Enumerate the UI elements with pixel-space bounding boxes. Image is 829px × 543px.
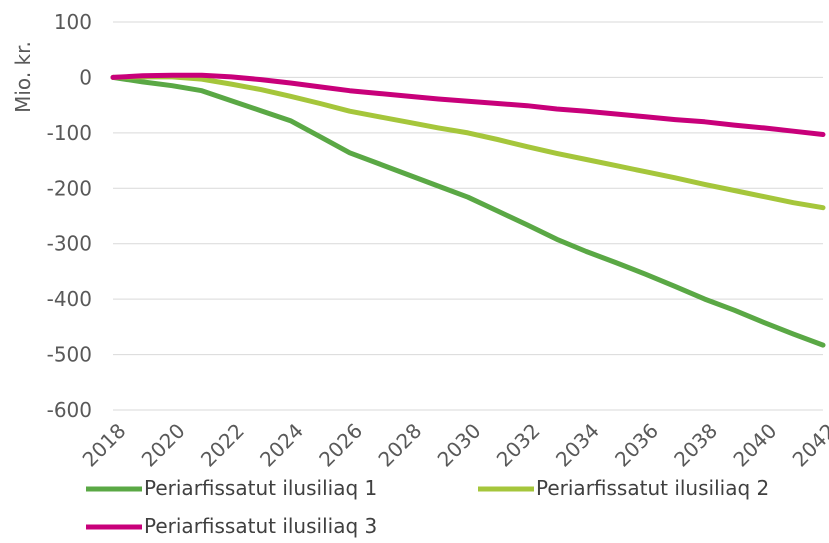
y-tick-label: 100 [54,10,92,34]
y-tick-label: -300 [47,232,92,256]
series-lines [110,72,826,348]
y-tick-label: -400 [47,287,92,311]
x-tick-label: 2028 [373,419,426,472]
legend-label: Periarfissatut ilusiliaq 2 [536,476,769,500]
x-tick-label: 2026 [314,419,367,472]
y-axis-tick-labels: 100 0 -100 -200 -300 -400 -500 -600 [47,10,92,422]
y-tick-label: -200 [47,176,92,200]
x-tick-label: 2030 [433,419,486,472]
x-tick-label: 2024 [255,419,308,472]
x-tick-label: 2036 [610,419,663,472]
legend-item-1: Periarfissatut ilusiliaq 1 [86,476,377,500]
legend-label: Periarfissatut ilusiliaq 1 [144,476,377,500]
x-tick-label: 2034 [551,419,604,472]
legend-item-2: Periarfissatut ilusiliaq 2 [478,476,769,500]
x-tick-label: 2042 [788,419,829,472]
legend: Periarfissatut ilusiliaq 1 Periarfissatut… [86,476,769,538]
y-tick-label: -600 [47,398,92,422]
y-axis-label: Mio. kr. [11,41,35,113]
y-tick-label: -500 [47,343,92,367]
x-tick-label: 2018 [78,419,131,472]
x-tick-label: 2040 [728,419,781,472]
legend-item-3: Periarfissatut ilusiliaq 3 [86,514,377,538]
x-tick-label: 2022 [196,419,249,472]
series-line-2 [110,74,826,211]
series-line-1 [110,74,826,348]
x-tick-label: 2038 [669,419,722,472]
y-tick-label: -100 [47,121,92,145]
y-tick-label: 0 [79,65,92,89]
x-axis-tick-labels: 2018 2020 2022 2024 2026 2028 2030 2032 2034 2036… [78,419,829,472]
x-tick-label: 2032 [492,419,545,472]
series-line-3 [110,72,826,137]
x-tick-label: 2020 [137,419,190,472]
legend-label: Periarfissatut ilusiliaq 3 [144,514,377,538]
